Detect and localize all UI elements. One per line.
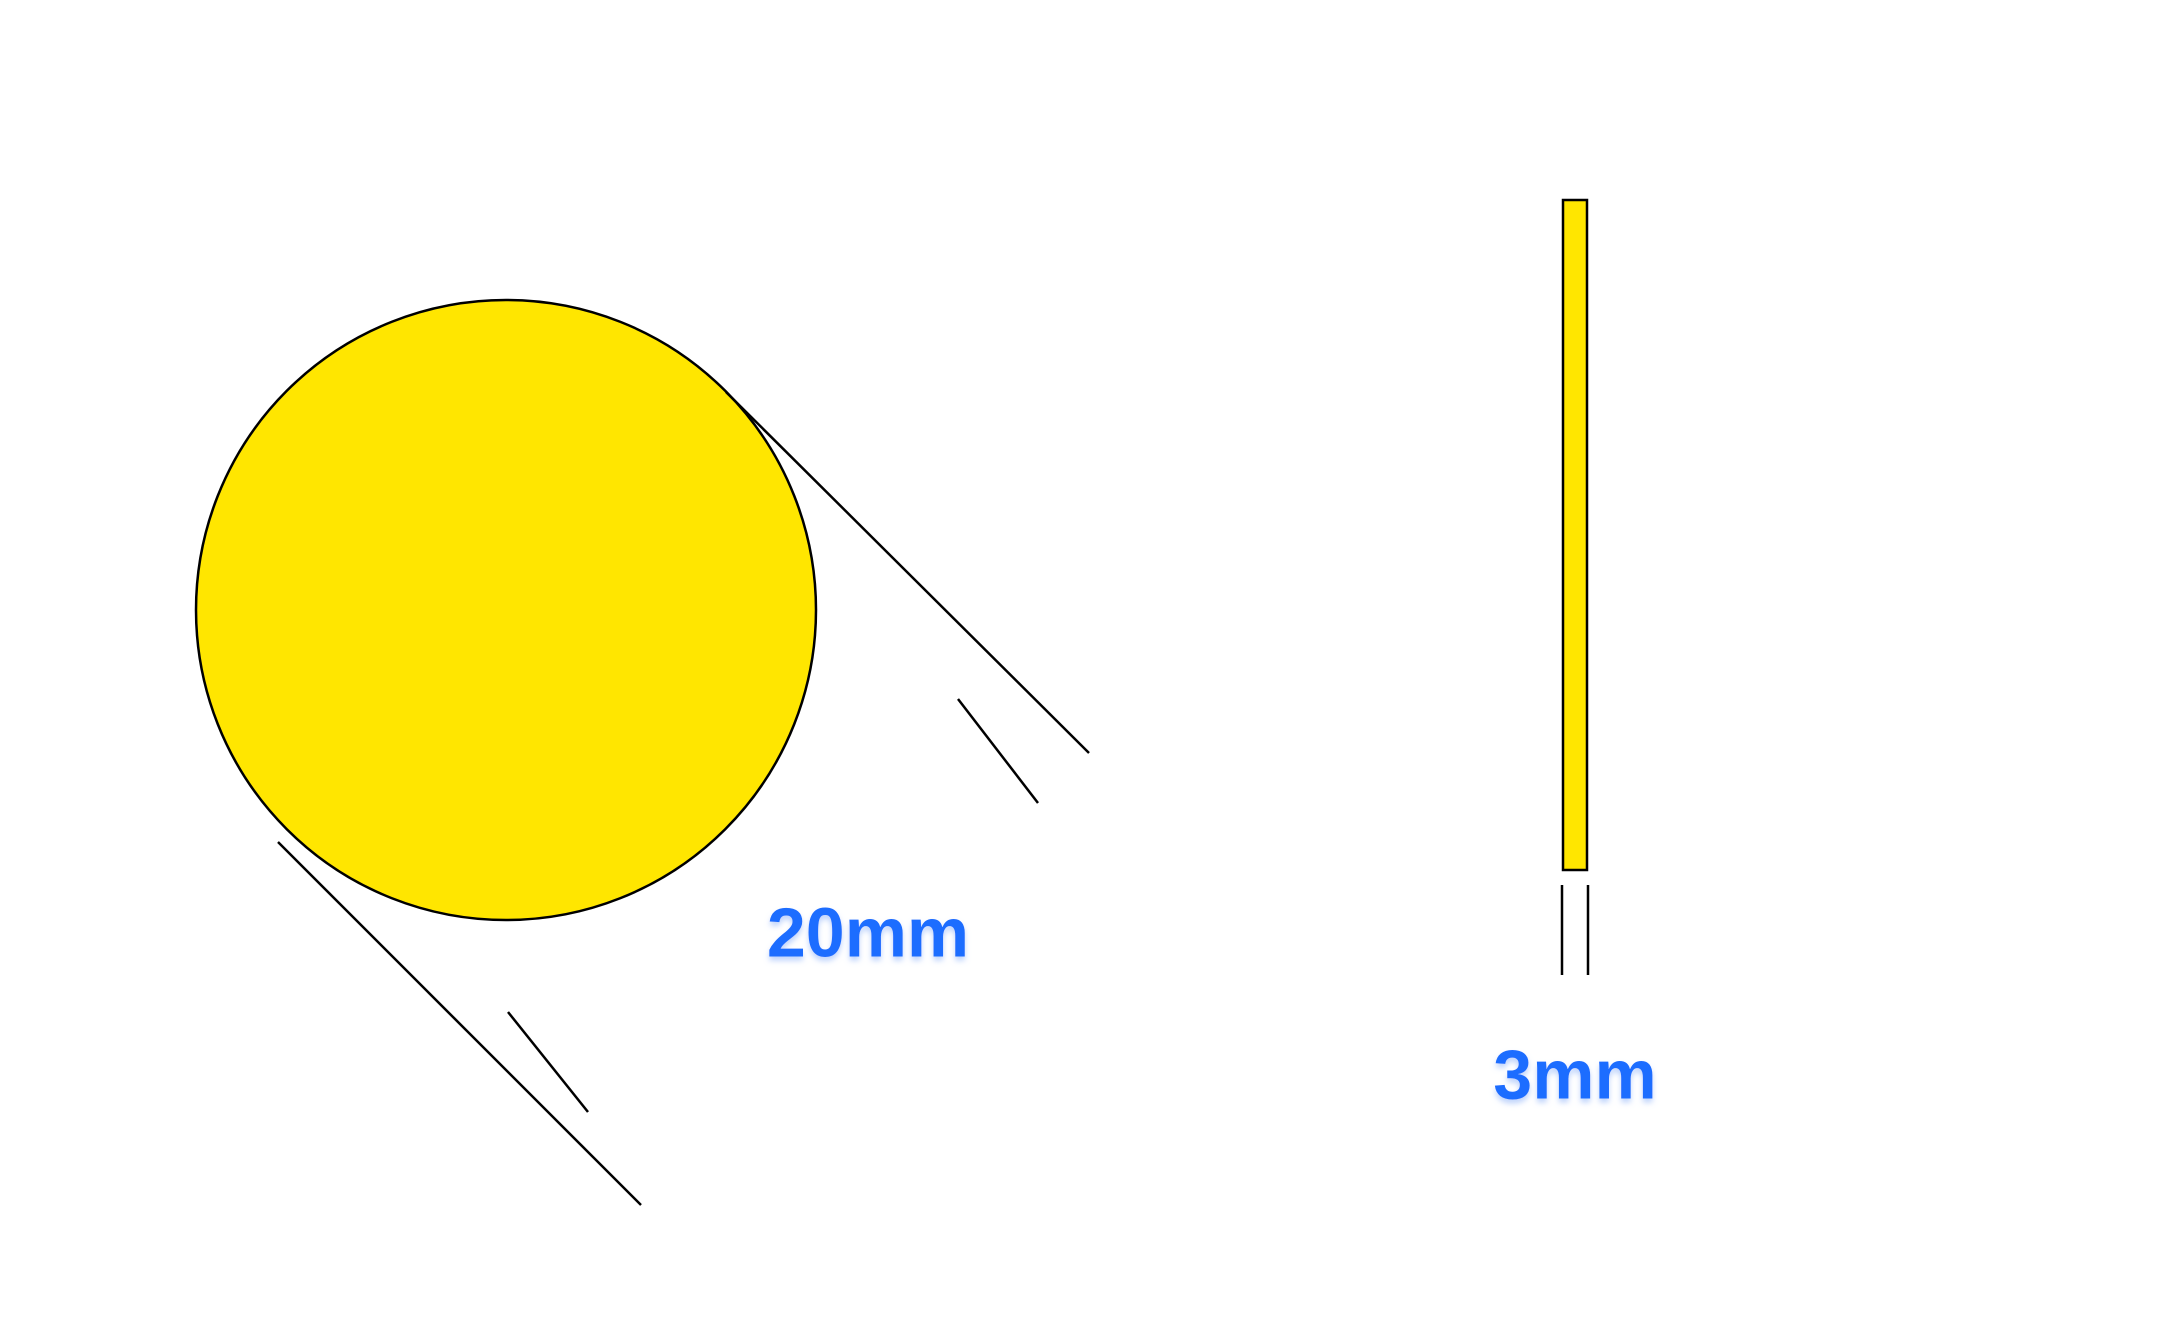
thickness-label: 3mm bbox=[1493, 1035, 1656, 1113]
disc-side-view bbox=[1563, 200, 1587, 870]
diameter-label: 20mm bbox=[767, 893, 969, 971]
disc-front-view bbox=[196, 300, 816, 920]
